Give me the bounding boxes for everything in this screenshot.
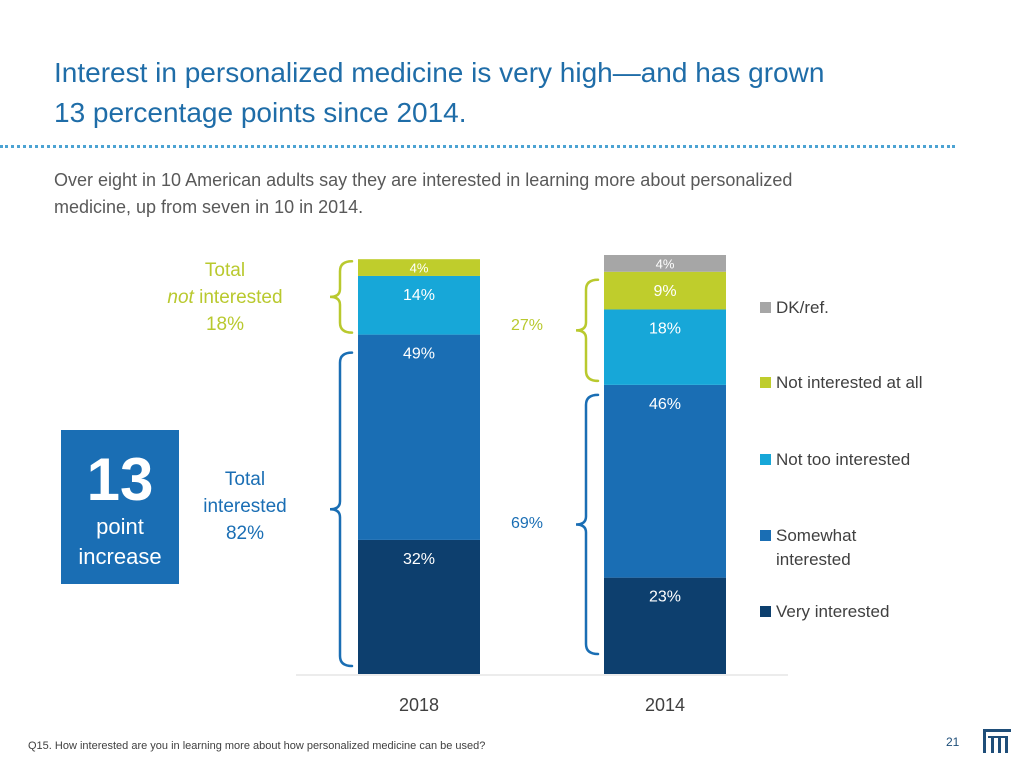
- bar-2018-very-interested: [358, 539, 480, 674]
- data-label-2014-very-interested: 23%: [649, 589, 681, 606]
- legend-label-somewhat-line2: interested: [776, 550, 851, 569]
- data-label-2014-not-too-interested: 18%: [649, 320, 681, 337]
- data-label-2018-somewhat-interested: 49%: [403, 346, 435, 363]
- data-label-2014-not-interested-at-all: 9%: [653, 283, 676, 300]
- brace-2014-not-interested: [575, 278, 600, 383]
- total-not-interested-line1: Total: [204, 260, 246, 281]
- point-increase-number: 13: [86, 446, 154, 513]
- question-footnote: Q15. How interested are you in learning …: [28, 740, 486, 752]
- data-label-2018-not-too-interested: 14%: [403, 287, 435, 304]
- legend-label-not-too-interested: Not too interested: [776, 450, 911, 469]
- not-interested-rest: interested: [193, 287, 283, 308]
- total-interested-value: 82%: [225, 523, 265, 544]
- total-interested-line1: Total: [224, 469, 266, 490]
- bar-2018-not-too-interested: [358, 275, 480, 335]
- title-line-1: Interest in personalized medicine is ver…: [54, 57, 825, 88]
- bar-2018-somewhat-interested: [358, 334, 480, 540]
- title-line-2: 13 percentage points since 2014.: [54, 97, 467, 128]
- category-label-2014: 2014: [645, 695, 685, 715]
- legend-label-dk-ref: DK/ref.: [776, 298, 829, 317]
- total-interested-label: Total interested 82%: [190, 466, 300, 547]
- legend-swatch-dk-ref: [760, 302, 771, 313]
- page-number: 21: [946, 735, 960, 749]
- total-not-interested-value: 18%: [205, 314, 245, 335]
- legend-label-very-interested: Very interested: [776, 602, 890, 621]
- subtitle-line-2: medicine, up from seven in 10 in 2014.: [54, 197, 364, 217]
- total-not-interested-label: Total not interested 18%: [150, 257, 300, 338]
- legend-item-somewhat-interested: Somewhat interested: [760, 524, 1000, 572]
- brace-2014-interested: [575, 393, 600, 656]
- legend-item-dk-ref: DK/ref.: [760, 296, 1000, 320]
- dotted-divider: [0, 145, 955, 148]
- legend-swatch-somewhat-interested: [760, 530, 771, 541]
- legend-swatch-not-too-interested: [760, 454, 771, 465]
- legend-label-not-interested-at-all: Not interested at all: [776, 373, 923, 392]
- company-logo-icon: [983, 729, 1011, 753]
- legend-label-somewhat-line1: Somewhat: [776, 526, 857, 545]
- total-not-interested-line2: not interested: [150, 284, 300, 311]
- subtitle-line-1: Over eight in 10 American adults say the…: [54, 170, 793, 190]
- bar-2014-not-too-interested: [604, 309, 726, 385]
- total-not-interested-2014: 27%: [511, 317, 544, 334]
- subtitle: Over eight in 10 American adults say the…: [54, 167, 954, 221]
- not-emphasis: not: [167, 287, 194, 308]
- legend-item-very-interested: Very interested: [760, 600, 1000, 624]
- bar-2014-very-interested: [604, 577, 726, 674]
- data-label-2014-dk-ref-: 4%: [656, 256, 675, 271]
- legend-item-not-interested-at-all: Not interested at all: [760, 371, 1000, 395]
- brace-2018-not-interested: [329, 259, 354, 334]
- page-title: Interest in personalized medicine is ver…: [54, 53, 954, 133]
- bar-2014-dk-ref-: [604, 255, 726, 272]
- legend-swatch-not-interested-at-all: [760, 377, 771, 388]
- legend-swatch-very-interested: [760, 606, 771, 617]
- total-interested-line2: interested: [203, 496, 287, 517]
- point-increase-line1: point: [96, 514, 144, 539]
- data-label-2018-very-interested: 32%: [403, 551, 435, 568]
- category-label-2018: 2018: [399, 695, 439, 715]
- brace-2018-interested: [329, 351, 354, 668]
- bar-2014-somewhat-interested: [604, 384, 726, 578]
- point-increase-line2: increase: [78, 544, 162, 569]
- bar-2014-not-interested-at-all: [604, 271, 726, 310]
- data-label-2014-somewhat-interested: 46%: [649, 396, 681, 413]
- bar-2018-not-interested-at-all: [358, 259, 480, 276]
- point-increase-callout: 13 point increase: [61, 430, 179, 584]
- data-label-2018-not-interested-at-all: 4%: [410, 261, 429, 276]
- legend-item-not-too-interested: Not too interested: [760, 448, 1000, 472]
- total-interested-2014: 69%: [511, 515, 544, 532]
